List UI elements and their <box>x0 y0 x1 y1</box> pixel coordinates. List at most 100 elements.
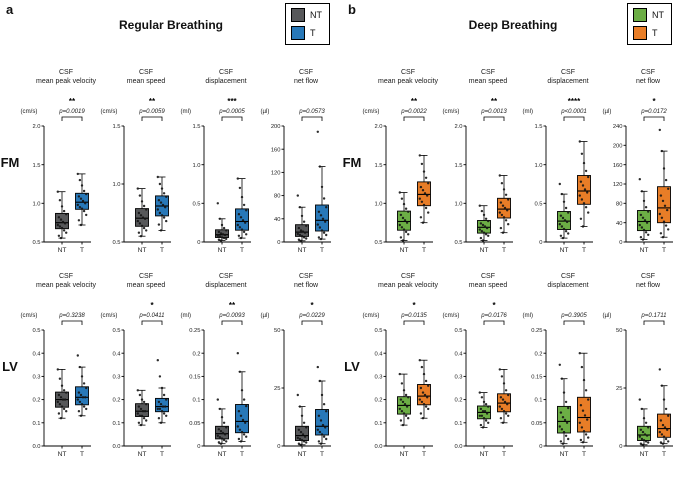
data-point <box>216 202 219 205</box>
data-point <box>142 417 146 420</box>
subplot-title-line2: mean speed <box>127 78 166 85</box>
data-point <box>57 412 61 415</box>
data-point <box>423 192 427 195</box>
data-point <box>302 236 306 239</box>
data-point <box>562 430 566 434</box>
data-point <box>160 386 164 390</box>
data-point <box>63 398 67 401</box>
data-point <box>59 218 63 221</box>
y-tick-label: 120 <box>613 182 623 188</box>
data-point <box>581 225 585 228</box>
data-point <box>584 433 588 436</box>
data-point <box>84 202 87 205</box>
data-point <box>567 406 570 410</box>
data-point <box>640 226 644 229</box>
data-point <box>298 405 302 408</box>
data-point <box>560 192 564 196</box>
p-value-label: p=0.0229 <box>298 312 325 319</box>
data-point <box>159 421 163 424</box>
data-point <box>303 435 307 438</box>
y-axis-unit-label: (ml) <box>181 108 192 115</box>
data-point <box>238 186 242 190</box>
y-axis-unit-label: (cm/s) <box>21 108 38 115</box>
data-point <box>157 417 161 420</box>
significance-bracket <box>61 320 83 325</box>
data-point <box>158 182 162 186</box>
y-tick-label: 1.0 <box>192 163 200 169</box>
data-point <box>482 400 486 404</box>
data-point <box>136 187 139 190</box>
data-point <box>318 226 322 229</box>
subplot-title-line1: CSF <box>299 273 313 280</box>
subplot-title-line1: CSF <box>299 69 313 76</box>
data-point <box>400 382 404 385</box>
data-point <box>297 238 301 241</box>
x-tick-label-t: T <box>240 247 244 254</box>
data-point <box>641 216 645 219</box>
data-point <box>322 197 326 200</box>
y-tick-label: 50 <box>274 328 280 334</box>
data-point <box>578 194 581 197</box>
data-point <box>478 204 481 207</box>
data-point <box>498 405 501 408</box>
p-value-label: p=0.0019 <box>58 108 85 115</box>
data-point <box>559 234 563 237</box>
data-point <box>140 414 144 417</box>
data-point <box>299 239 303 242</box>
data-point <box>78 400 82 404</box>
data-point <box>559 440 563 443</box>
row-label-lv: LV <box>344 358 360 374</box>
data-point <box>138 414 142 417</box>
y-tick-label: 0.2 <box>112 398 120 404</box>
y-tick-label: 1.0 <box>454 201 462 207</box>
data-point <box>78 365 82 369</box>
data-point <box>424 206 428 210</box>
data-point <box>85 407 88 411</box>
data-point <box>399 213 403 217</box>
subplot-title-line2: mean speed <box>469 78 508 85</box>
data-point <box>325 233 328 237</box>
data-point <box>587 398 590 401</box>
data-point <box>325 206 328 209</box>
subplot-title-line2: mean peak velocity <box>378 282 438 289</box>
subplot-title-line1: CSF <box>139 69 153 76</box>
significance-bracket <box>141 116 163 121</box>
data-point <box>581 441 585 444</box>
data-point <box>506 209 509 212</box>
subplot-title-line1: CSF <box>219 273 233 280</box>
data-point <box>562 227 566 231</box>
data-point <box>498 174 501 177</box>
data-point <box>239 236 243 240</box>
data-point <box>219 442 223 445</box>
y-tick-label: 0.2 <box>374 398 382 404</box>
data-point <box>500 407 504 411</box>
data-point <box>504 389 508 392</box>
data-point <box>298 233 302 237</box>
data-point <box>583 188 587 191</box>
data-point <box>578 352 581 355</box>
data-point <box>662 167 666 170</box>
x-tick-label-t: T <box>80 247 84 254</box>
y-tick-label: 0.4 <box>32 351 41 357</box>
data-point <box>80 184 84 187</box>
data-point <box>503 400 507 404</box>
subplot-fm-mean-peak-velocity: CSF mean peak velocity (cm/s) ** p=0.0019 0.5… <box>21 69 97 254</box>
data-point <box>159 229 163 232</box>
data-point <box>638 435 641 438</box>
data-point <box>82 209 86 213</box>
data-point <box>667 228 670 231</box>
x-tick-label-t: T <box>240 451 244 458</box>
data-point <box>661 442 665 445</box>
data-point <box>420 200 424 203</box>
data-point <box>221 233 225 236</box>
significance-bracket <box>301 320 323 325</box>
data-point <box>487 421 490 424</box>
data-point <box>640 190 644 193</box>
data-point <box>483 225 487 228</box>
data-point <box>217 230 221 234</box>
subplot-title-line1: CSF <box>641 69 655 76</box>
data-point <box>659 232 663 235</box>
data-point <box>424 176 428 179</box>
y-tick-label: 1.5 <box>192 124 200 130</box>
significance-stars: *** <box>227 97 237 106</box>
